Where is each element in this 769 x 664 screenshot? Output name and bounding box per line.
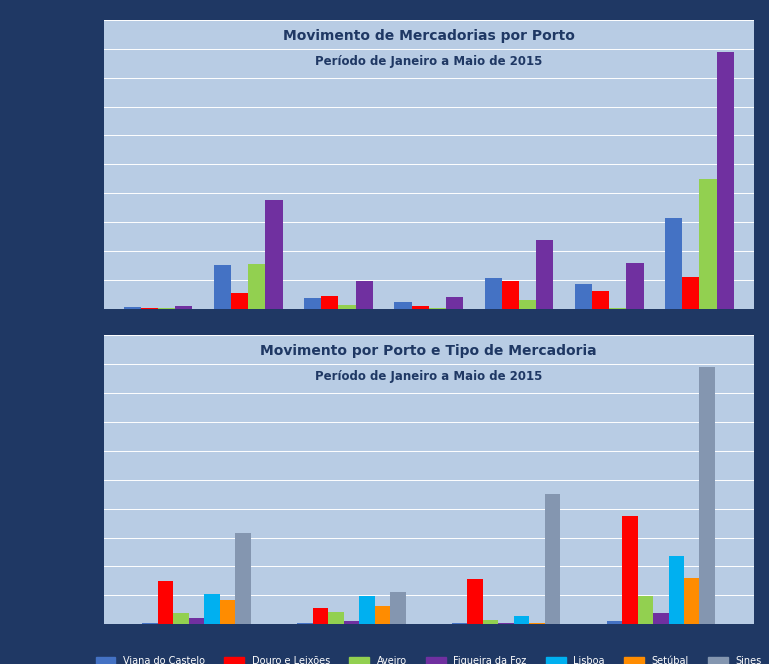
Bar (235, 533, 251, 624)
Bar (700, 367, 715, 624)
Bar (124, 307, 141, 309)
Bar (394, 302, 411, 309)
Bar (142, 623, 158, 624)
Bar (684, 578, 700, 624)
Bar (498, 623, 514, 624)
Bar (653, 613, 668, 624)
Bar (328, 612, 344, 624)
Bar (519, 300, 536, 309)
Bar (158, 581, 174, 624)
Bar (502, 281, 519, 309)
Bar (411, 305, 429, 309)
Bar (536, 240, 553, 309)
Bar (305, 298, 321, 309)
Bar (205, 594, 220, 624)
Bar (174, 614, 189, 624)
Bar (158, 307, 175, 309)
Bar (638, 596, 653, 624)
Bar (592, 291, 609, 309)
Legend: Viana do Castelo, Douro e Leixões, Aveiro, Figueira da Foz, Lisboa, Setúbal, Sin: Viana do Castelo, Douro e Leixões, Aveir… (92, 652, 765, 664)
Bar (609, 308, 627, 309)
Text: Período de Janeiro a Maio de 2015: Período de Janeiro a Maio de 2015 (315, 370, 542, 383)
Bar (344, 621, 359, 624)
Bar (297, 623, 313, 624)
Text: Movimento por Porto e Tipo de Mercadoria: Movimento por Porto e Tipo de Mercadoria (261, 344, 597, 358)
Bar (622, 516, 638, 624)
Bar (529, 623, 544, 624)
Legend: Carga Geral, Granéis Sólidos, Granéis Líquidos, TOTAL: Carga Geral, Granéis Sólidos, Granéis Lí… (203, 337, 654, 356)
Bar (265, 201, 282, 309)
Bar (483, 620, 498, 624)
Bar (668, 556, 684, 624)
Bar (468, 580, 483, 624)
Bar (514, 616, 529, 624)
Bar (375, 606, 390, 624)
Bar (141, 307, 158, 309)
Bar (446, 297, 463, 309)
Text: Movimento de Mercadorias por Porto: Movimento de Mercadorias por Porto (283, 29, 574, 42)
Bar (544, 494, 561, 624)
Bar (220, 600, 235, 624)
Bar (429, 307, 446, 309)
Bar (607, 621, 622, 624)
Text: Período de Janeiro a Maio de 2015: Período de Janeiro a Maio de 2015 (315, 54, 542, 68)
Bar (338, 305, 355, 309)
Bar (214, 266, 231, 309)
Bar (175, 305, 192, 309)
Bar (627, 262, 644, 309)
Bar (321, 297, 338, 309)
Bar (717, 52, 734, 309)
Bar (575, 284, 592, 309)
Bar (189, 618, 205, 624)
Bar (390, 592, 405, 624)
Bar (700, 179, 717, 309)
Bar (484, 278, 502, 309)
Bar (665, 218, 682, 309)
Bar (248, 264, 265, 309)
Bar (231, 293, 248, 309)
Bar (452, 623, 468, 624)
Bar (359, 596, 375, 624)
Bar (313, 608, 328, 624)
Bar (355, 281, 373, 309)
Bar (682, 277, 700, 309)
